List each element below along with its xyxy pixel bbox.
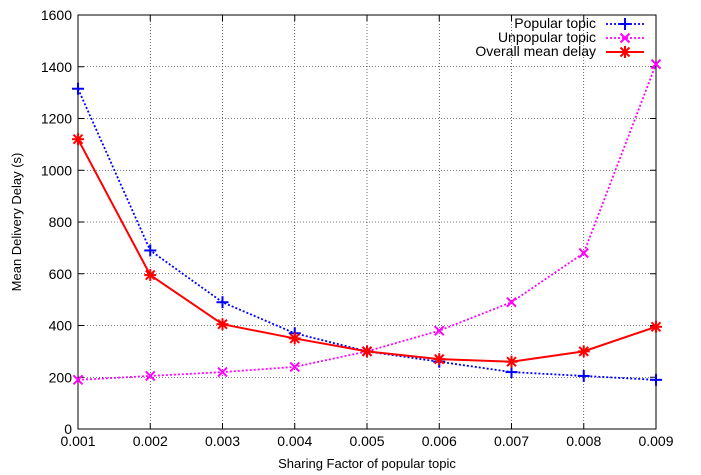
- data-point: [578, 247, 589, 259]
- marker-stroke: [289, 333, 300, 344]
- x-tick-label: 0.006: [422, 433, 457, 449]
- y-tick-label: 600: [49, 266, 73, 282]
- data-point: [577, 345, 590, 358]
- y-tick-label: 400: [49, 318, 73, 334]
- marker-stroke: [506, 356, 517, 367]
- series-line: [77, 138, 657, 363]
- marker-stroke: [145, 370, 156, 382]
- data-point: [506, 297, 517, 308]
- y-axis-label: Mean Delivery Delay (s): [9, 153, 24, 292]
- marker-stroke: [145, 269, 156, 281]
- marker-stroke: [650, 321, 662, 333]
- marker-stroke: [217, 366, 228, 378]
- data-point: [145, 370, 156, 382]
- axis-ticks: 0 200 400 600 800 1000 1200 1400 1600 0.001 0.002 0…: [41, 7, 674, 449]
- y-tick-label: 0: [64, 421, 72, 437]
- data-point: [650, 320, 662, 333]
- marker-stroke: [434, 353, 445, 365]
- x-tick-label: 0.007: [494, 433, 529, 449]
- data-point: [144, 269, 157, 282]
- legend-label: Popular topic: [514, 15, 596, 31]
- legend-label: Unpopular topic: [498, 29, 596, 45]
- marker-stroke: [578, 247, 589, 259]
- x-tick-label: 0.005: [349, 433, 384, 449]
- x-tick-label: 0.001: [60, 433, 95, 449]
- y-tick-label: 1600: [41, 7, 72, 23]
- data-point: [505, 355, 518, 368]
- legend-marker: [619, 46, 631, 58]
- x-tick-label: 0.008: [566, 433, 601, 449]
- marker-stroke: [650, 58, 662, 70]
- data-point: [505, 366, 518, 379]
- data-point: [650, 58, 662, 70]
- y-tick-label: 1400: [41, 59, 72, 75]
- x-tick-label: 0.003: [205, 433, 240, 449]
- marker-stroke: [434, 325, 445, 336]
- marker-stroke: [619, 46, 631, 58]
- series-line: [77, 63, 657, 381]
- data-point: [72, 374, 84, 386]
- x-axis-label: Sharing Factor of popular topic: [278, 456, 456, 471]
- data-point: [289, 361, 300, 373]
- data-point: [216, 318, 229, 331]
- grid: [78, 15, 656, 429]
- y-tick-label: 1200: [41, 111, 72, 127]
- legend-item: Overall mean delay: [475, 43, 644, 59]
- legend-item: Popular topic: [514, 15, 644, 31]
- series-3: [72, 133, 662, 368]
- data-point: [434, 325, 445, 336]
- data-point: [144, 244, 157, 257]
- legend-marker: [619, 32, 631, 44]
- marker-stroke: [578, 346, 589, 357]
- data-point: [577, 369, 590, 382]
- data-point: [72, 82, 84, 95]
- data-point: [361, 345, 373, 358]
- data-point: [433, 353, 446, 366]
- marker-stroke: [506, 297, 517, 308]
- data-point: [288, 332, 301, 345]
- marker-stroke: [619, 32, 631, 44]
- series-lines: [72, 58, 662, 386]
- series-line: [77, 88, 657, 381]
- marker-stroke: [72, 133, 84, 145]
- x-tick-label: 0.002: [133, 433, 168, 449]
- y-tick-label: 200: [49, 369, 73, 385]
- y-tick-label: 800: [49, 214, 73, 230]
- legend-marker: [619, 18, 631, 30]
- marker-stroke: [72, 374, 84, 386]
- marker-stroke: [217, 318, 228, 330]
- data-point: [217, 366, 228, 378]
- y-tick-label: 1000: [41, 162, 72, 178]
- data-point: [216, 296, 229, 309]
- marker-stroke: [289, 361, 300, 373]
- x-tick-label: 0.004: [277, 433, 312, 449]
- legend-item: Unpopular topic: [498, 29, 644, 45]
- data-point: [72, 133, 84, 146]
- data-point: [650, 373, 662, 386]
- legend-label: Overall mean delay: [475, 43, 596, 59]
- marker-stroke: [361, 346, 373, 357]
- x-tick-label: 0.009: [638, 433, 673, 449]
